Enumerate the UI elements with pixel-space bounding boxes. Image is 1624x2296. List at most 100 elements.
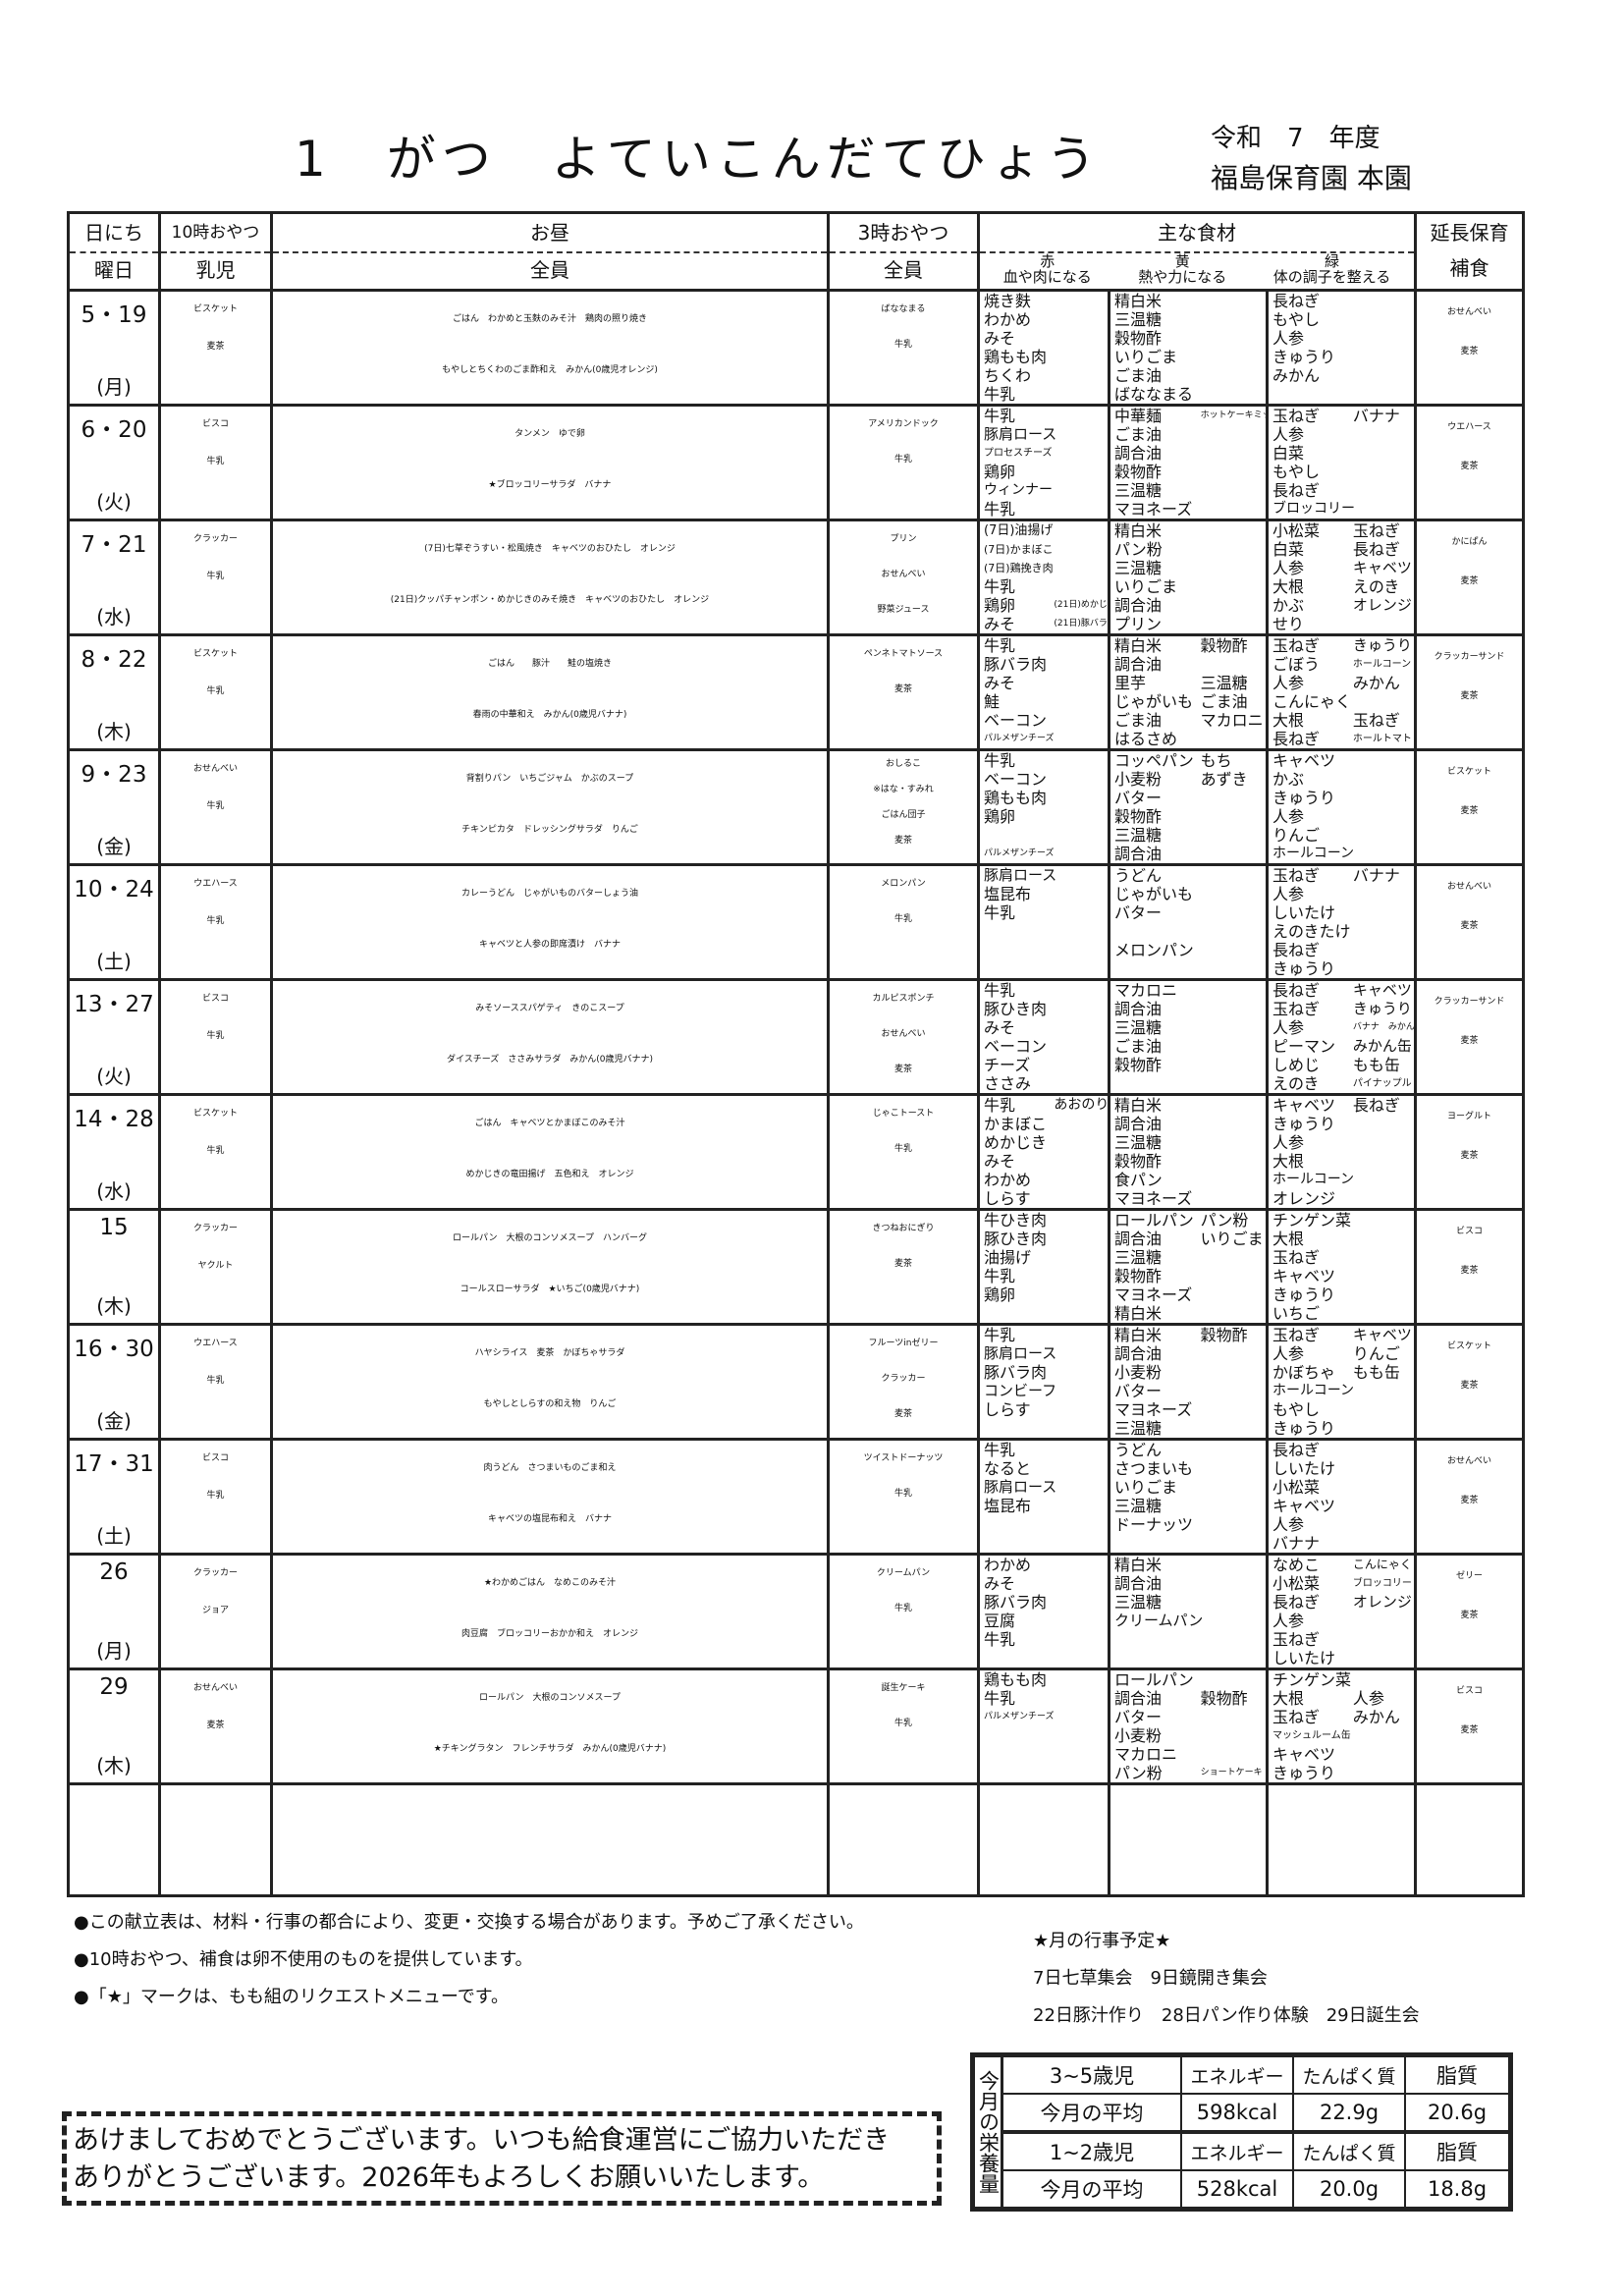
am-snack-item: 麦茶	[206, 1721, 225, 1730]
extended-item: 麦茶	[1460, 691, 1479, 701]
col-lunch: お昼 全員	[270, 211, 830, 292]
pm-snack-item: ツイストドーナッツ	[863, 1453, 944, 1463]
pm-snack-item: おせんべい	[881, 1029, 926, 1039]
ingredient: 玉ねぎ	[1352, 521, 1400, 541]
protein-value: 22.9g	[1292, 2093, 1406, 2133]
extended-care-cell: おせんべい 麦茶	[1414, 1438, 1526, 1556]
ingredient: ホールコーン	[1352, 659, 1412, 670]
ingredient-line: かぼちゃ もも缶	[1271, 1363, 1413, 1382]
date-cell: 15 (木)	[67, 1208, 161, 1326]
ingredient: バナナ	[1272, 1534, 1321, 1553]
ingredient: 人参	[1272, 1612, 1305, 1630]
date: 15	[99, 1215, 129, 1240]
am-snack-cell: おせんべい 牛乳	[158, 748, 273, 866]
ingredient: きゅうり	[1272, 1419, 1336, 1438]
ingredient-line: 豚ひき肉	[982, 1000, 1107, 1018]
ingredient-line: かぶ オレンジ	[1271, 596, 1413, 615]
ingredient-line: 人参 キャベツ	[1271, 559, 1413, 577]
yellow-ingredients-cell: 中華麺 ホットケーキミックスごま油調合油穀物酢三温糖マヨネーズ	[1108, 404, 1269, 521]
ingredient: 鶏卵	[984, 463, 1016, 481]
ingredient-line: 三温糖	[1112, 481, 1265, 500]
pm-snack-item: メロンパン	[881, 879, 926, 889]
ingredient-line: 牛乳	[982, 753, 1107, 771]
am-snack-cell: クラッカー 牛乳	[158, 519, 273, 636]
ingredient: パルメザンチーズ	[984, 848, 1055, 858]
energy-value: 598kcal	[1180, 2093, 1294, 2133]
ingredient: ごぼう	[1272, 655, 1321, 674]
note: ●この献立表は、材料・行事の都合により、変更・交換する場合があります。予めご了承…	[74, 1912, 864, 1933]
lunch-line: ロールパン 大根のコンソメスープ	[479, 1693, 621, 1703]
am-snack-cell: クラッカー ヤクルト	[158, 1208, 273, 1326]
ingredient-line: 玉ねぎ	[1271, 1630, 1413, 1649]
ingredient: きゅうり	[1272, 1285, 1336, 1304]
ingredient-line	[982, 826, 1107, 845]
am-snack-item: クラッカー	[192, 1568, 238, 1578]
am-snack-item: ジョア	[201, 1606, 229, 1615]
ingredient: 穀物酢	[1114, 1056, 1163, 1074]
green-ingredients-cell: 玉ねぎ きゅうり ごぼう ホールコーン 人参 みかん こんにゃく 大根 玉ねぎ 長ねぎ ホールトマト	[1265, 633, 1418, 751]
ingredient: 塩昆布	[984, 1497, 1032, 1515]
ingredient: 調合油	[1114, 655, 1163, 674]
ingredient-line: 小麦粉 あずき	[1112, 770, 1265, 789]
ingredient: 精白米	[1114, 1556, 1163, 1575]
ingredient: 鶏もも肉	[984, 1670, 1048, 1690]
empty-cell	[1414, 1782, 1526, 1897]
ingredient: 三温糖	[1114, 559, 1163, 577]
ingredient-line: ばななまる	[1112, 385, 1265, 403]
pm-snack-cell: フルーツinゼリー クラッカー 麦茶	[827, 1323, 980, 1441]
ingredient: 玉ねぎ	[1272, 866, 1321, 886]
pm-snack-cell: おしるこ ※はな・すみれ ごはん団子 麦茶	[827, 748, 980, 866]
ingredient: きゅうり	[1272, 348, 1336, 366]
ingredient: 三温糖	[1200, 674, 1248, 692]
lunch-line: ★わかめごはん なめこのみそ汁	[483, 1578, 617, 1588]
ingredient-line: 豚バラ肉	[982, 1593, 1107, 1612]
lunch-cell: ごはん わかめと玉麩のみそ汁 鶏肉の照り焼き もやしとちくわのごま酢和え みかん(…	[270, 289, 830, 407]
ingredient-line: バター	[1112, 903, 1265, 922]
am-snack-item: 牛乳	[206, 1146, 225, 1156]
day-of-week: (土)	[96, 950, 132, 973]
ingredient: ピーマン	[1272, 1037, 1336, 1056]
lunch-cell: ★わかめごはん なめこのみそ汁 肉豆腐 ブロッコリーおかか和え オレンジ	[270, 1553, 830, 1670]
col-lunch-label: お昼	[274, 216, 826, 253]
lunch-cell: ロールパン 大根のコンソメスープ ハンバーグ コールスローサラダ ★いちご(0歳児…	[270, 1208, 830, 1326]
ingredient-line: 長ねぎ	[1271, 941, 1413, 959]
day-of-week: (木)	[96, 1754, 132, 1777]
extended-item: 麦茶	[1460, 1266, 1479, 1276]
yellow-ingredients-cell: 精白米 調合油 三温糖 穀物酢 食パン マヨネーズ	[1108, 1093, 1269, 1211]
ingredient-line: マカロニ	[1112, 983, 1265, 1001]
red-ingredients-cell: 牛乳 あおのり かまぼこ めかじき みそ わかめ しらす	[977, 1093, 1110, 1211]
pm-snack-item: ごはん団子	[881, 810, 926, 820]
ingredient-line: かぶ	[1271, 770, 1413, 789]
col-am-snack: 10時おやつ 乳児	[158, 211, 273, 292]
ingredient-line: 豚肩ロース	[982, 1478, 1107, 1497]
lunch-line: ★ブロッコリーサラダ バナナ	[488, 480, 612, 490]
empty-cell	[67, 1782, 161, 1897]
ingredient-line: えのき パイナップル	[1271, 1074, 1413, 1092]
lunch-cell: ハヤシライス 麦茶 かぼちゃサラダ もやしとしらすの和え物 りんご	[270, 1323, 830, 1441]
ingredient: もも缶	[1352, 1056, 1400, 1074]
ingredient: マヨネーズ	[1114, 1189, 1193, 1208]
ingredient-line: 精白米	[1112, 1098, 1265, 1116]
ingredient-line: パルメザンチーズ	[982, 730, 1107, 747]
ingredient: 穀物酢	[1114, 329, 1163, 348]
ingredient-line: キャベツ	[1271, 1745, 1413, 1764]
empty-row	[67, 1782, 1526, 1897]
ingredient: キャベツ	[1272, 751, 1336, 771]
ingredient: 小麦粉	[1114, 770, 1163, 789]
events-title: ★月の行事予定★	[1033, 1931, 1171, 1951]
green-ingredients-cell: 玉ねぎ バナナ 人参 しいたけ えのきたけ 長ねぎ きゅうり	[1265, 863, 1418, 981]
day-of-week: (水)	[96, 1179, 132, 1203]
ingredient: いりごま	[1200, 1230, 1264, 1248]
date: 26	[99, 1559, 129, 1585]
ingredient-line: 調合油 いりごま	[1112, 1230, 1265, 1248]
am-snack-item: 牛乳	[206, 801, 225, 811]
ingredient-line: 大根 えのき	[1271, 577, 1413, 596]
red-ingredients-cell: 豚肩ロース 塩昆布 牛乳	[977, 863, 1110, 981]
ingredient-line: なると	[982, 1459, 1107, 1478]
fat-value: 18.8g	[1404, 2169, 1512, 2211]
pm-snack-item: 牛乳	[893, 1489, 912, 1499]
extended-item: 麦茶	[1460, 1725, 1479, 1735]
ingredient-line: マヨネーズ	[1112, 1189, 1265, 1208]
ingredient-line: ごま油	[1112, 366, 1265, 385]
extended-item: ビスコ	[1456, 1227, 1484, 1236]
